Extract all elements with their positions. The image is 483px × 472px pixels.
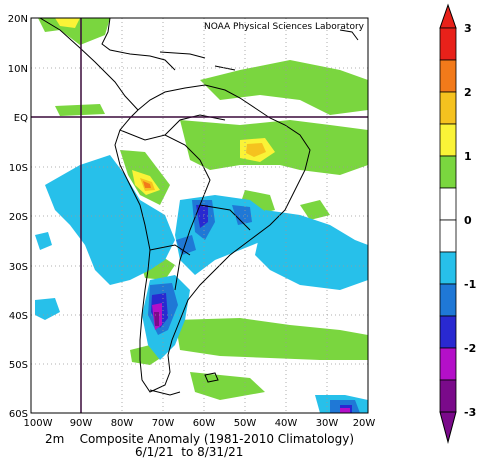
colorbar-tick-label: -2 <box>464 342 476 355</box>
lon-label: 80W <box>111 418 134 429</box>
colorbar-tick-label: -1 <box>464 278 476 291</box>
positive-anomaly-regions <box>38 18 368 400</box>
colorbar-cell <box>439 123 457 157</box>
lat-label: 60S <box>9 409 28 420</box>
colorbar-cell <box>439 283 457 317</box>
lon-label: 60W <box>193 418 216 429</box>
colorbar-cell <box>439 315 457 349</box>
colorbar-tick-label: 2 <box>464 86 472 99</box>
colorbar-tick-label: 0 <box>464 214 472 227</box>
lat-label: 10S <box>9 163 28 174</box>
colorbar-cell <box>439 155 457 189</box>
lon-label: 100W <box>24 418 53 429</box>
credit-text: NOAA Physical Sciences Laboratory <box>204 22 365 32</box>
lon-label: 20W <box>353 418 376 429</box>
caption-line-2: 6/1/21 to 8/31/21 <box>135 445 243 459</box>
lon-label: 90W <box>70 418 93 429</box>
lat-label: 10N <box>8 64 28 75</box>
lon-label: 50W <box>234 418 257 429</box>
very-strong-positive-regions <box>143 181 151 188</box>
colorbar-cell <box>439 59 457 93</box>
coastlines <box>39 18 359 396</box>
colorbar-cell <box>439 91 457 125</box>
latitude-labels: 20N 10N EQ 10S 20S 30S 40S 50S 60S <box>8 14 28 420</box>
lat-label: EQ <box>14 113 28 124</box>
lat-label: 20N <box>8 14 28 25</box>
lat-label: 50S <box>9 360 28 371</box>
colorbar-tick-label: -3 <box>464 406 476 419</box>
lon-label: 40W <box>275 418 298 429</box>
colorbar-tick-label: 1 <box>464 150 472 163</box>
colorbar-cell <box>439 219 457 253</box>
colorbar-cell <box>439 379 457 413</box>
lon-label: 30W <box>316 418 339 429</box>
colorbar-cell <box>439 251 457 285</box>
lon-label: 70W <box>152 418 175 429</box>
colorbar-top-arrow <box>439 3 457 29</box>
lat-label: 20S <box>9 212 28 223</box>
colorbar-bottom-arrow <box>439 411 457 444</box>
lat-label: 40S <box>9 311 28 322</box>
colorbar-cell <box>439 27 457 61</box>
colorbar-tick-label: 3 <box>464 22 472 35</box>
colorbar: 3 2 1 0 -1 -2 -3 <box>439 3 476 444</box>
longitude-labels: 100W 90W 80W 70W 60W 50W 40W 30W 20W <box>24 418 376 429</box>
plot-frame <box>30 17 369 414</box>
caption-line-1: 2m Composite Anomaly (1981-2010 Climatol… <box>45 432 354 446</box>
colorbar-cell <box>439 187 457 221</box>
anomaly-shading <box>31 18 368 413</box>
extreme-negative-regions <box>154 312 159 326</box>
lat-label: 30S <box>9 262 28 273</box>
map-grid <box>31 18 368 413</box>
colorbar-cell <box>439 347 457 381</box>
